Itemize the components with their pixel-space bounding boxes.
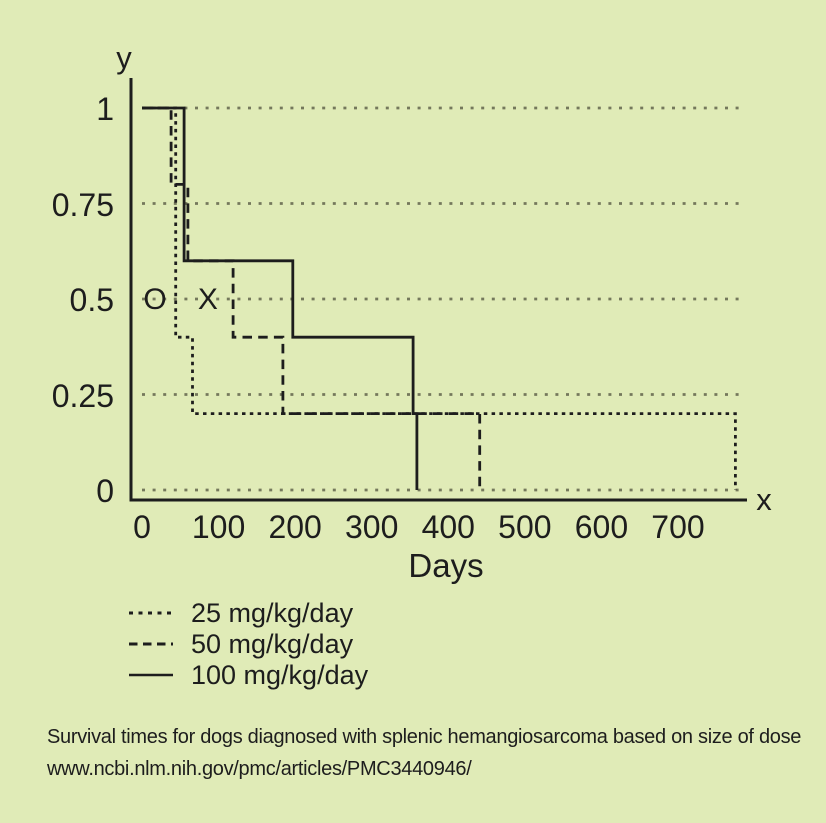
legend-item-25mg: 25 mg/kg/day	[128, 597, 368, 628]
y-tick-label-025: 0.25	[51, 377, 114, 414]
x-tick-label-200: 200	[268, 509, 322, 545]
x-tick-label-600: 600	[574, 509, 629, 545]
x-tick-label-700: 700	[651, 509, 705, 545]
caption-title: Survival times for dogs diagnosed with s…	[47, 726, 802, 748]
dotted-line-swatch-icon	[129, 611, 173, 614]
legend: 25 mg/kg/day 50 mg/kg/day 100 mg/kg/day	[128, 597, 368, 690]
x-axis-title: Days	[408, 547, 484, 584]
series-curve-solid	[142, 106, 419, 490]
legend-item-50mg: 50 mg/kg/day	[128, 628, 368, 659]
legend-label-100mg: 100 mg/kg/day	[191, 659, 369, 690]
x-tick-label-100: 100	[191, 509, 246, 545]
annotation-o: O	[143, 283, 167, 316]
y-tick-label-075: 0.75	[51, 186, 114, 223]
y-tick-label-1: 1	[96, 91, 114, 127]
legend-item-100mg: 100 mg/kg/day	[128, 659, 368, 690]
legend-label-25mg: 25 mg/kg/day	[191, 597, 354, 628]
solid-line-swatch-icon	[129, 673, 173, 676]
annotation-x: X	[197, 283, 218, 316]
x-tick-label-0: 0	[133, 509, 151, 545]
caption-source-url: www.ncbi.nlm.nih.gov/pmc/articles/PMC344…	[47, 758, 472, 780]
dashed-line-swatch-icon	[129, 642, 173, 645]
y-tick-label-0: 0	[96, 473, 114, 509]
x-tick-label-400: 400	[421, 509, 475, 545]
legend-label-50mg: 50 mg/kg/day	[191, 628, 354, 659]
y-tick-label-05: 0.5	[69, 282, 114, 318]
y-axis-letter: y	[116, 40, 132, 75]
x-tick-label-500: 500	[498, 509, 552, 545]
series-curve-dotted	[142, 106, 737, 490]
x-tick-label-300: 300	[345, 509, 399, 545]
x-axis-letter: x	[756, 482, 772, 517]
